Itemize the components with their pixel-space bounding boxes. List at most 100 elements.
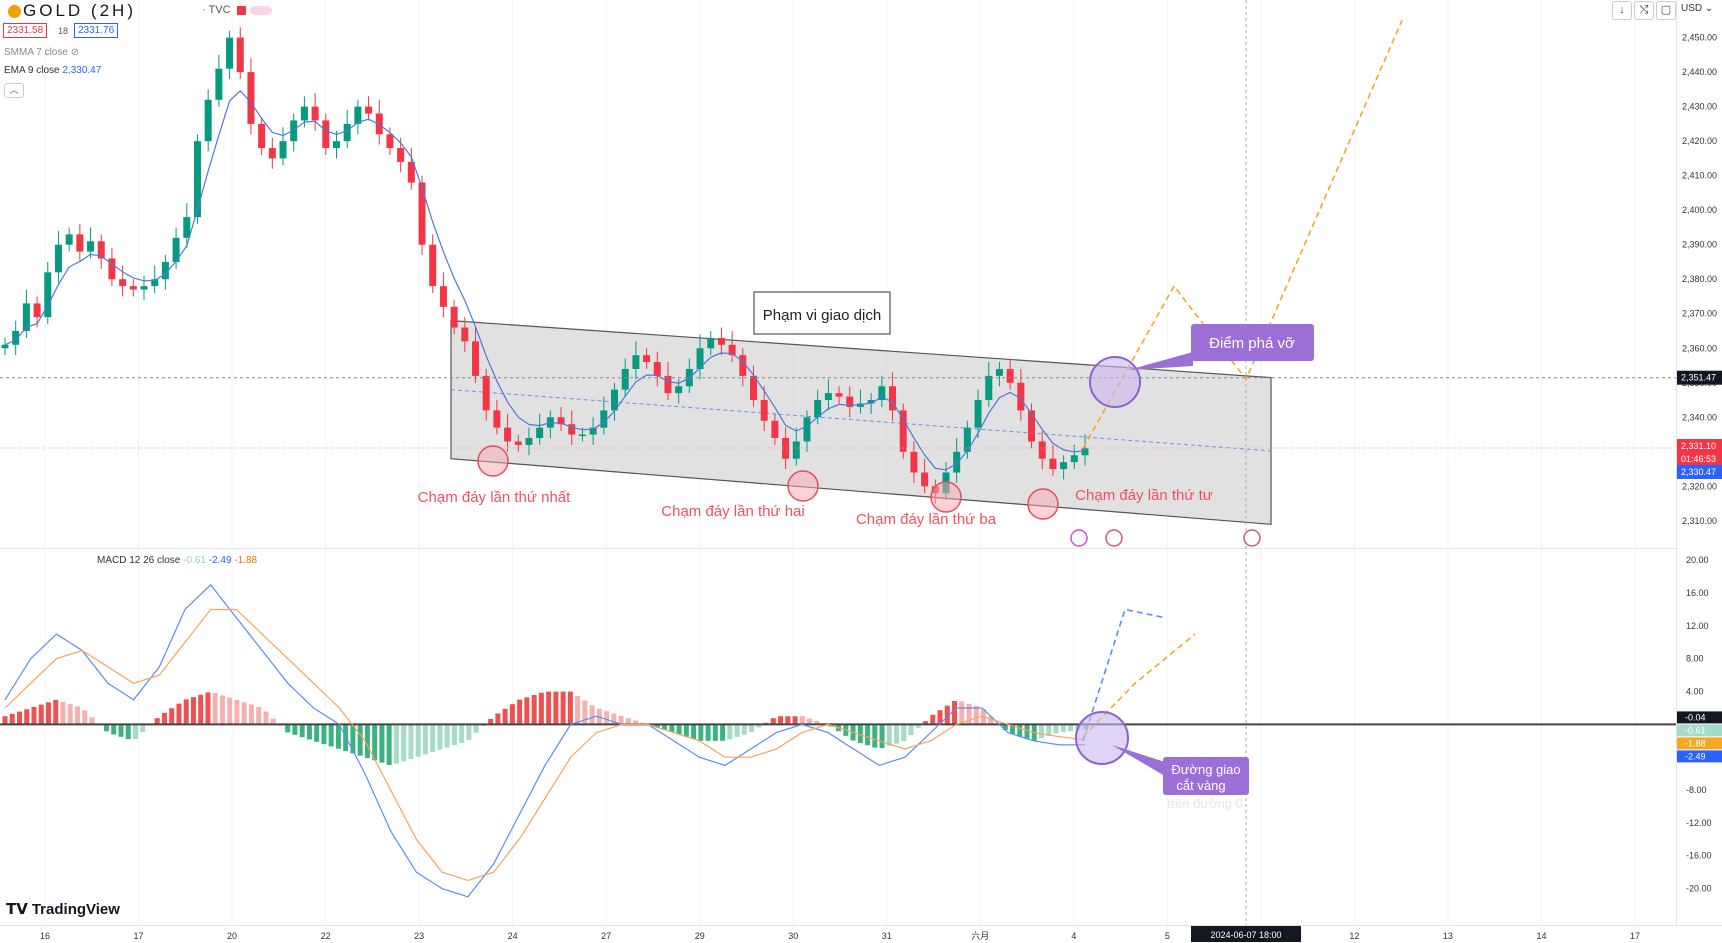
tradingview-logo-icon: 𝗧𝗩 xyxy=(6,901,28,918)
candle-body xyxy=(65,234,73,245)
candle-body xyxy=(322,120,330,149)
chevron-up-icon[interactable]: ︿ xyxy=(4,83,24,98)
macd-pane xyxy=(0,583,1676,898)
event-flag-icon xyxy=(1105,529,1123,547)
macd-histogram-bar xyxy=(132,724,138,739)
candle-body xyxy=(215,68,223,100)
macd-histogram-bar xyxy=(908,724,914,736)
macd-axis-tag-bg xyxy=(1677,724,1722,737)
macd-histogram-bar xyxy=(720,724,726,741)
macd-axis-tag-bg xyxy=(1677,750,1722,763)
compare-icon[interactable]: ⤭ xyxy=(1634,1,1654,20)
golden-cross-pointer xyxy=(1112,745,1165,776)
macd-histogram-bar xyxy=(1024,724,1030,739)
candle-body xyxy=(226,37,234,69)
golden-cross-circle xyxy=(1075,711,1129,765)
price-tick-label: 2,320.00 xyxy=(1682,481,1717,491)
macd-axis-tag: -0.04 xyxy=(1685,712,1706,722)
time-axis-bg xyxy=(0,925,1722,943)
macd-signal-value: -1.88 xyxy=(234,555,258,566)
symbol-title[interactable]: GOLD (2H) xyxy=(8,1,136,21)
price-tick-label: 2,400.00 xyxy=(1682,205,1717,215)
download-icon[interactable]: ↓ xyxy=(1612,1,1632,20)
candle-body xyxy=(493,410,501,428)
indicator-macd[interactable]: MACD 12 26 close -0.61 -2.49 -1.88 xyxy=(97,555,257,566)
candle-body xyxy=(1038,441,1046,459)
macd-histogram-bar xyxy=(9,713,15,725)
candle-body xyxy=(33,303,41,318)
candle-body xyxy=(471,341,479,376)
macd-line xyxy=(4,583,1086,898)
time-tick-label: 31 xyxy=(882,931,892,941)
candle-body xyxy=(119,279,127,287)
candle-body xyxy=(236,37,244,73)
macd-histogram-bar xyxy=(219,695,225,725)
time-tick-label: 29 xyxy=(695,931,705,941)
candle-body xyxy=(418,182,426,245)
macd-histogram-bar xyxy=(190,697,196,725)
bid-button[interactable]: 2331.58 xyxy=(3,23,48,38)
currency-select[interactable]: USD ⌄ xyxy=(1681,3,1714,14)
price-tick-label: 2,380.00 xyxy=(1682,274,1717,284)
candle-body xyxy=(760,400,768,421)
macd-tick-label: 20.00 xyxy=(1686,555,1709,565)
time-tick-label: 4 xyxy=(1071,931,1076,941)
ema-value: 2,330.47 xyxy=(62,65,102,76)
eye-off-icon[interactable]: ⊘ xyxy=(70,47,80,58)
breakout-pointer xyxy=(1128,352,1193,370)
macd-histogram-bar xyxy=(669,724,675,733)
candle-body xyxy=(44,272,52,318)
candle-body xyxy=(172,237,180,262)
price-tick-label: 2,360.00 xyxy=(1682,343,1717,353)
macd-histogram-bar xyxy=(263,711,269,725)
touch-label: Chạm đáy lần thứ ba xyxy=(856,511,997,528)
macd-histogram-bar xyxy=(183,699,189,725)
candle-body xyxy=(578,434,586,437)
macd-histogram-bar xyxy=(575,695,581,725)
macd-histogram-bar xyxy=(560,691,566,725)
golden-cross-label: Đường giao xyxy=(1171,762,1240,777)
countdown-label-bg xyxy=(1677,452,1722,467)
macd-histogram-bar xyxy=(176,703,182,725)
macd-line-value: -2.49 xyxy=(208,555,232,566)
golden-cross-label: cắt vàng xyxy=(1176,778,1225,793)
time-tick-label: 22 xyxy=(321,931,331,941)
indicator-ema[interactable]: EMA 9 close 2,330.47 xyxy=(4,65,101,76)
candle-body xyxy=(12,331,20,345)
candle-body xyxy=(97,241,105,259)
spread: 18 xyxy=(58,26,69,36)
macd-histogram-bar xyxy=(241,702,247,725)
ask-button[interactable]: 2331.76 xyxy=(74,23,119,38)
candle-body xyxy=(953,451,961,473)
macd-histogram-bar xyxy=(248,704,254,725)
macd-histogram-bar xyxy=(872,724,878,748)
candle-body xyxy=(482,375,490,411)
candle-body xyxy=(22,303,30,331)
macd-histogram-bar xyxy=(154,718,160,725)
macd-histogram-bar xyxy=(2,716,8,725)
candle-body xyxy=(354,106,362,124)
macd-histogram-bar xyxy=(567,691,573,725)
macd-histogram-bar xyxy=(270,718,276,725)
macd-histogram-bar xyxy=(74,706,80,725)
macd-tick-label: -16.00 xyxy=(1686,851,1712,861)
price-tick-label: 2,410.00 xyxy=(1682,171,1717,181)
macd-histogram-bar xyxy=(879,724,885,749)
macd-histogram-bar xyxy=(676,724,682,735)
macd-tick-label: -20.00 xyxy=(1686,884,1712,894)
candle-body xyxy=(568,424,576,435)
candle-body xyxy=(867,400,875,404)
candle-body xyxy=(204,99,212,142)
indicator-smma[interactable]: SMMA 7 close ⊘ xyxy=(4,47,79,58)
fullscreen-icon[interactable]: ▢ xyxy=(1656,1,1676,20)
pane-divider xyxy=(0,548,1722,549)
ema-line xyxy=(4,90,1086,471)
macd-histogram-bar xyxy=(451,724,457,746)
macd-histogram-bar xyxy=(814,720,820,725)
event-flag-icon xyxy=(1243,529,1261,547)
macd-histogram-bar xyxy=(937,710,943,725)
macd-histogram-bar xyxy=(393,724,399,764)
candle-body xyxy=(921,472,929,487)
